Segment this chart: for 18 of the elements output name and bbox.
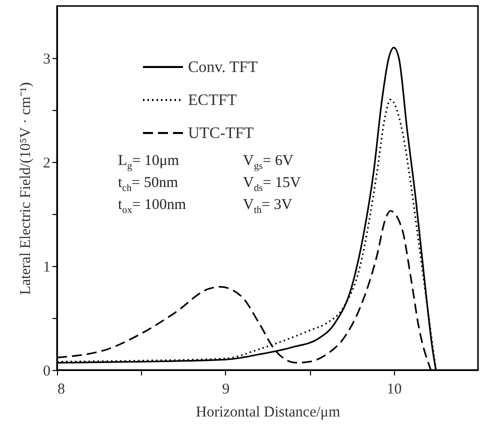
annotation: L$_{g}$= 10μm bbox=[118, 153, 180, 172]
y-tick-label: 2 bbox=[43, 156, 50, 172]
annotation: t$_{ox}$= 100nm bbox=[118, 197, 186, 216]
legend-label: UTC-TFT bbox=[188, 125, 254, 142]
legend-label: Conv. TFT bbox=[188, 59, 258, 76]
x-tick-label: 8 bbox=[58, 382, 65, 398]
y-axis-title: Lateral Electric Field/(10⁵V · cm⁻¹) bbox=[18, 82, 34, 295]
x-tick-label: 10 bbox=[386, 382, 402, 398]
legend-label: ECTFT bbox=[188, 92, 238, 109]
y-tick-label: 0 bbox=[43, 364, 50, 380]
x-tick-label: 9 bbox=[222, 382, 230, 398]
annotation: V$_{gs}$= 6V bbox=[243, 153, 294, 172]
annotation: V$_{ds}$= 15V bbox=[243, 175, 301, 194]
y-tick-label: 1 bbox=[43, 260, 50, 276]
y-tick-label: 3 bbox=[43, 52, 50, 68]
annotation: t$_{ch}$= 50nm bbox=[118, 175, 178, 194]
annotation: V$_{th}$= 3V bbox=[243, 197, 292, 216]
x-axis-title: Horizontal Distance/μm bbox=[196, 404, 340, 420]
